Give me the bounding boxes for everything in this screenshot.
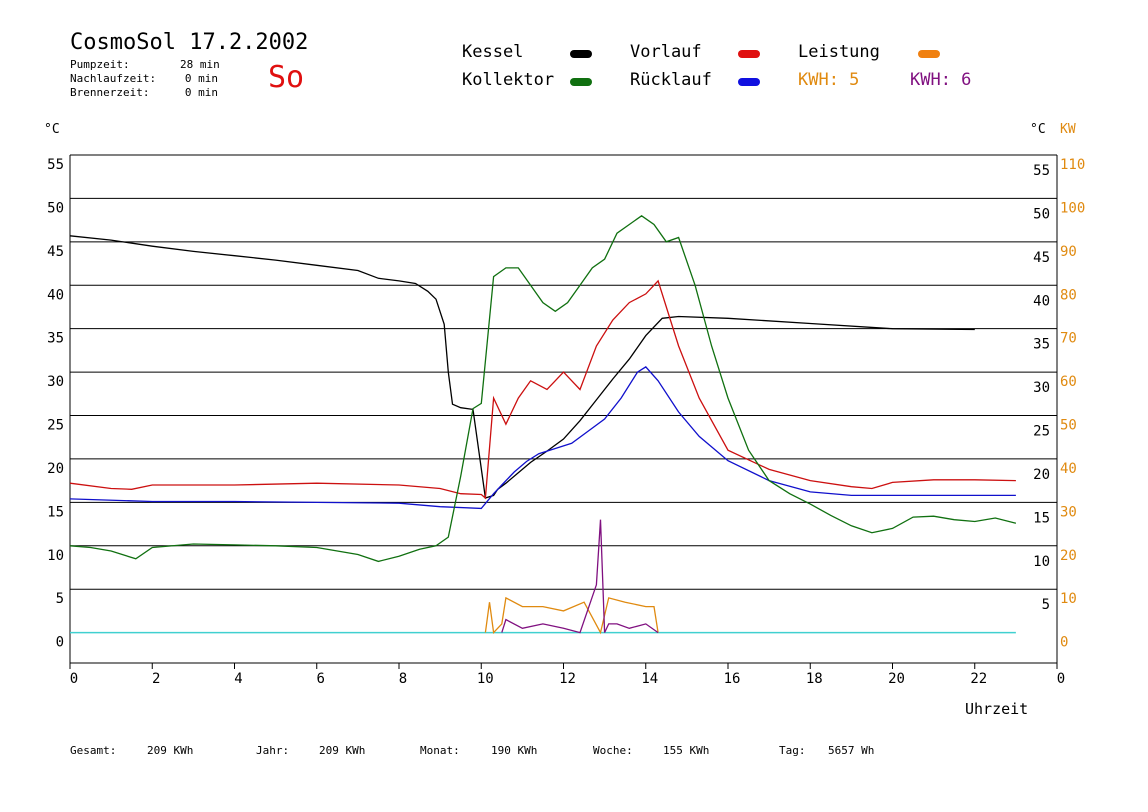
- y-tick-label-left: 15: [47, 504, 64, 520]
- stat-label: Monat:: [420, 744, 460, 757]
- y2-tick-label: 110: [1060, 157, 1085, 173]
- y-tick-label-right: 5: [1042, 597, 1050, 613]
- y-tick-label-right: 50: [1033, 206, 1050, 222]
- y2-tick-label: 100: [1060, 200, 1085, 216]
- legend-ruecklauf-label: Rücklauf: [630, 70, 712, 90]
- y-tick-label-left: 25: [47, 418, 64, 434]
- page-title: CosmoSol 17.2.2002: [70, 30, 309, 55]
- legend-kwh5-label: KWH: 5: [798, 70, 860, 90]
- series-line-vorlauf: [69, 279, 1016, 500]
- info-value: 0 min: [184, 86, 218, 99]
- stat-label: Woche:: [593, 744, 633, 757]
- stat-tag: Tag: 5657 Wh: [779, 744, 874, 757]
- y-tick-label-left: 10: [47, 548, 64, 564]
- legend-leistung-label: Leistung: [798, 42, 880, 62]
- x-axis-label: Uhrzeit: [965, 700, 1029, 718]
- info-value: 0 min: [184, 72, 218, 85]
- y-tick-label-left: 55: [47, 157, 64, 173]
- y-tick-label-left: 0: [56, 635, 64, 651]
- stat-woche: Woche: 155 KWh: [593, 744, 709, 757]
- legend-vorlauf-label: Vorlauf: [630, 42, 702, 62]
- x-tick-label: 22: [970, 671, 987, 687]
- legend-kessel-swatch: [570, 50, 592, 58]
- y2-tick-label: 30: [1060, 504, 1077, 520]
- x-tick-label: 10: [477, 671, 494, 687]
- x-tick-label: 0: [70, 671, 78, 687]
- legend-kollektor-label: Kollektor: [462, 70, 555, 90]
- x-tick-label: 0: [1057, 671, 1065, 687]
- info-value: 28 min: [180, 58, 220, 71]
- legend-vorlauf-swatch: [738, 50, 760, 58]
- stat-value: 155 KWh: [663, 744, 710, 757]
- y-tick-label-right: 30: [1033, 380, 1050, 396]
- y-tick-label-right: 25: [1033, 424, 1050, 440]
- y-tick-label-right: 35: [1033, 337, 1050, 353]
- series-line-kwh-6: [501, 519, 659, 634]
- y-tick-label-left: 40: [47, 287, 64, 303]
- stat-label: Jahr:: [256, 744, 290, 757]
- x-tick-label: 8: [399, 671, 407, 687]
- series-line-r-cklauf: [69, 366, 1016, 510]
- y-tick-label-right: 55: [1033, 163, 1050, 179]
- right-axis-unit: °C: [1030, 122, 1046, 137]
- stat-value: 5657 Wh: [828, 744, 875, 757]
- info-nachlaufzeit: Nachlaufzeit: 0 min: [70, 72, 218, 85]
- y2-tick-label: 20: [1060, 548, 1077, 564]
- y-tick-label-left: 45: [47, 244, 64, 260]
- y-tick-label-left: 30: [47, 374, 64, 390]
- y-tick-label-right: 40: [1033, 293, 1050, 309]
- legend-ruecklauf-swatch: [738, 78, 760, 86]
- chart-ticks: 0 2 4 6 8 10 12 14 16 18 20 22 005101520253035404550…: [47, 157, 1085, 687]
- stat-label: Gesamt:: [70, 744, 117, 757]
- stat-gesamt: Gesamt: 209 KWh: [70, 744, 193, 757]
- left-axis-unit: °C: [44, 122, 60, 137]
- legend-kessel-label: Kessel: [462, 42, 524, 62]
- legend-kwh6-label: KWH: 6: [910, 70, 972, 90]
- y2-tick-label: 40: [1060, 461, 1077, 477]
- y-tick-label-right: 15: [1033, 510, 1050, 526]
- x-tick-label: 2: [152, 671, 160, 687]
- y2-tick-label: 90: [1060, 244, 1077, 260]
- x-tick-label: 16: [724, 671, 741, 687]
- chart-axes: [69, 155, 1058, 664]
- y-tick-label-right: 20: [1033, 467, 1050, 483]
- legend-kollektor-swatch: [570, 78, 592, 86]
- x-tick-label: 18: [806, 671, 823, 687]
- y2-tick-label: 60: [1060, 374, 1077, 390]
- x-tick-label: 14: [641, 671, 658, 687]
- info-pumpzeit: Pumpzeit: 28 min: [70, 58, 220, 71]
- info-brennerzeit: Brennerzeit: 0 min: [70, 86, 218, 99]
- x-tick-label: 6: [317, 671, 325, 687]
- y-tick-label-left: 20: [47, 461, 64, 477]
- y2-tick-label: 80: [1060, 287, 1077, 303]
- day-label: So: [268, 60, 305, 95]
- stat-jahr: Jahr: 209 KWh: [256, 744, 365, 757]
- info-label: Nachlaufzeit:: [70, 72, 157, 85]
- stat-value: 209 KWh: [147, 744, 194, 757]
- legend-leistung-swatch: [918, 50, 940, 58]
- x-tick-label: 20: [888, 671, 905, 687]
- stat-value: 209 KWh: [319, 744, 366, 757]
- y-tick-label-right: 45: [1033, 250, 1050, 266]
- y-tick-label-left: 35: [47, 331, 64, 347]
- chart-series: [69, 215, 1017, 635]
- info-label: Brennerzeit:: [70, 86, 150, 99]
- x-tick-label: 4: [234, 671, 242, 687]
- series-line-kwh-5: [484, 596, 659, 635]
- stat-value: 190 KWh: [491, 744, 538, 757]
- y-tick-label-left: 5: [56, 591, 64, 607]
- y2-tick-label: 10: [1060, 591, 1077, 607]
- info-label: Pumpzeit:: [70, 58, 130, 71]
- stat-monat: Monat: 190 KWh: [420, 744, 537, 757]
- right-axis-unit-kw: KW: [1060, 122, 1076, 137]
- x-tick-label: 12: [559, 671, 576, 687]
- y-tick-label-left: 50: [47, 200, 64, 216]
- y2-tick-label: 0: [1060, 635, 1068, 651]
- series-line-kollektor: [69, 215, 1017, 563]
- y2-tick-label: 50: [1060, 418, 1077, 434]
- y-tick-label-right: 10: [1033, 554, 1050, 570]
- stat-label: Tag:: [779, 744, 806, 757]
- y2-tick-label: 70: [1060, 331, 1077, 347]
